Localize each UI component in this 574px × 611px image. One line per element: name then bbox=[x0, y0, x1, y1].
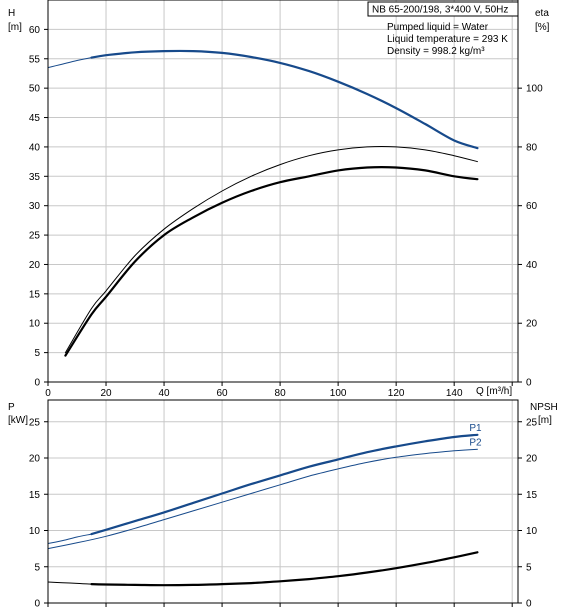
left-tick-label: 0 bbox=[34, 599, 40, 610]
head-efficiency-panel: 0 5 10 15 20 25 30 35 40 45 50 55 60 0 20 40 60 80 100 0 20 4… bbox=[8, 0, 550, 399]
series-line-0-0 bbox=[90, 49, 479, 150]
right-tick-label: 15 bbox=[526, 490, 538, 501]
x-tick-label: 140 bbox=[446, 388, 463, 399]
right-tick-label: 20 bbox=[526, 319, 538, 330]
power-grid bbox=[48, 400, 518, 603]
left-tick-label: 5 bbox=[34, 562, 40, 573]
pumped-liquid-text: Pumped liquid = Water bbox=[387, 22, 489, 33]
right-tick-label: 0 bbox=[526, 378, 532, 389]
series-line-1-3 bbox=[90, 551, 479, 587]
eta-axis-unit: [%] bbox=[535, 22, 550, 33]
series-line-0-1 bbox=[47, 57, 92, 69]
x-tick-label: 20 bbox=[100, 388, 112, 399]
x-tick-label: 100 bbox=[330, 388, 347, 399]
series-line-1-2 bbox=[47, 448, 478, 550]
head-ticks: 0 5 10 15 20 25 30 35 40 45 50 55 60 0 20 40 60 80 100 0 20 4… bbox=[29, 25, 543, 399]
left-tick-label: 15 bbox=[29, 490, 41, 501]
right-tick-label: 10 bbox=[526, 526, 538, 537]
left-tick-label: 45 bbox=[29, 113, 41, 124]
left-tick-label: 40 bbox=[29, 142, 41, 153]
left-tick-label: 5 bbox=[34, 348, 40, 359]
left-tick-label: 15 bbox=[29, 289, 41, 300]
left-tick-label: 20 bbox=[29, 260, 41, 271]
series-line-1-4 bbox=[47, 581, 92, 585]
power-axis-symbol: P bbox=[8, 402, 15, 413]
liquid-temperature-text: Liquid temperature = 293 K bbox=[387, 34, 508, 45]
flow-axis-label: Q [m³/h] bbox=[476, 386, 512, 397]
npsh-axis-symbol: NPSH bbox=[530, 402, 558, 413]
left-tick-label: 50 bbox=[29, 84, 41, 95]
right-tick-label: 60 bbox=[526, 201, 538, 212]
npsh-axis-unit: [m] bbox=[538, 415, 552, 426]
series-line-0-3 bbox=[64, 166, 479, 357]
head-curves bbox=[47, 49, 479, 357]
head-axis-unit: [m] bbox=[8, 22, 22, 33]
series-line-1-1 bbox=[47, 533, 92, 544]
left-tick-label: 35 bbox=[29, 172, 41, 183]
left-tick-label: 10 bbox=[29, 526, 41, 537]
chart-title: NB 65-200/198, 3*400 V, 50Hz bbox=[372, 5, 508, 16]
left-tick-label: 0 bbox=[34, 378, 40, 389]
series-label-p2: P2 bbox=[469, 437, 482, 448]
right-tick-label: 80 bbox=[526, 142, 538, 153]
right-tick-label: 100 bbox=[526, 84, 543, 95]
head-grid bbox=[48, 0, 518, 382]
right-tick-label: 40 bbox=[526, 260, 538, 271]
power-plot-frame bbox=[47, 399, 519, 604]
left-tick-label: 55 bbox=[29, 54, 41, 65]
x-tick-label: 120 bbox=[388, 388, 405, 399]
x-tick-label: 60 bbox=[217, 388, 229, 399]
title-box bbox=[367, 1, 519, 17]
power-ticks: 0 5 10 15 20 25 0 5 10 15 20 25 bbox=[29, 417, 538, 609]
right-tick-label: 5 bbox=[526, 562, 532, 573]
power-axis-unit: [kW] bbox=[8, 415, 28, 426]
head-plot-frame bbox=[47, 0, 519, 383]
right-tick-label: 0 bbox=[526, 599, 532, 610]
x-tick-label: 0 bbox=[45, 388, 51, 399]
eta-axis-symbol: eta bbox=[535, 8, 549, 19]
series-label-p1: P1 bbox=[469, 423, 482, 434]
series-line-0-2 bbox=[64, 146, 478, 354]
left-tick-label: 20 bbox=[29, 454, 41, 465]
right-tick-label: 25 bbox=[526, 417, 538, 428]
left-tick-label: 60 bbox=[29, 25, 41, 36]
head-axis-symbol: H bbox=[8, 8, 15, 19]
left-tick-label: 10 bbox=[29, 319, 41, 330]
left-tick-label: 25 bbox=[29, 231, 41, 242]
left-tick-label: 25 bbox=[29, 417, 41, 428]
series-line-1-0 bbox=[90, 433, 479, 536]
left-tick-label: 30 bbox=[29, 201, 41, 212]
x-tick-label: 40 bbox=[158, 388, 170, 399]
x-tick-label: 80 bbox=[275, 388, 287, 399]
density-text: Density = 998.2 kg/m³ bbox=[387, 46, 485, 57]
right-tick-label: 20 bbox=[526, 454, 538, 465]
